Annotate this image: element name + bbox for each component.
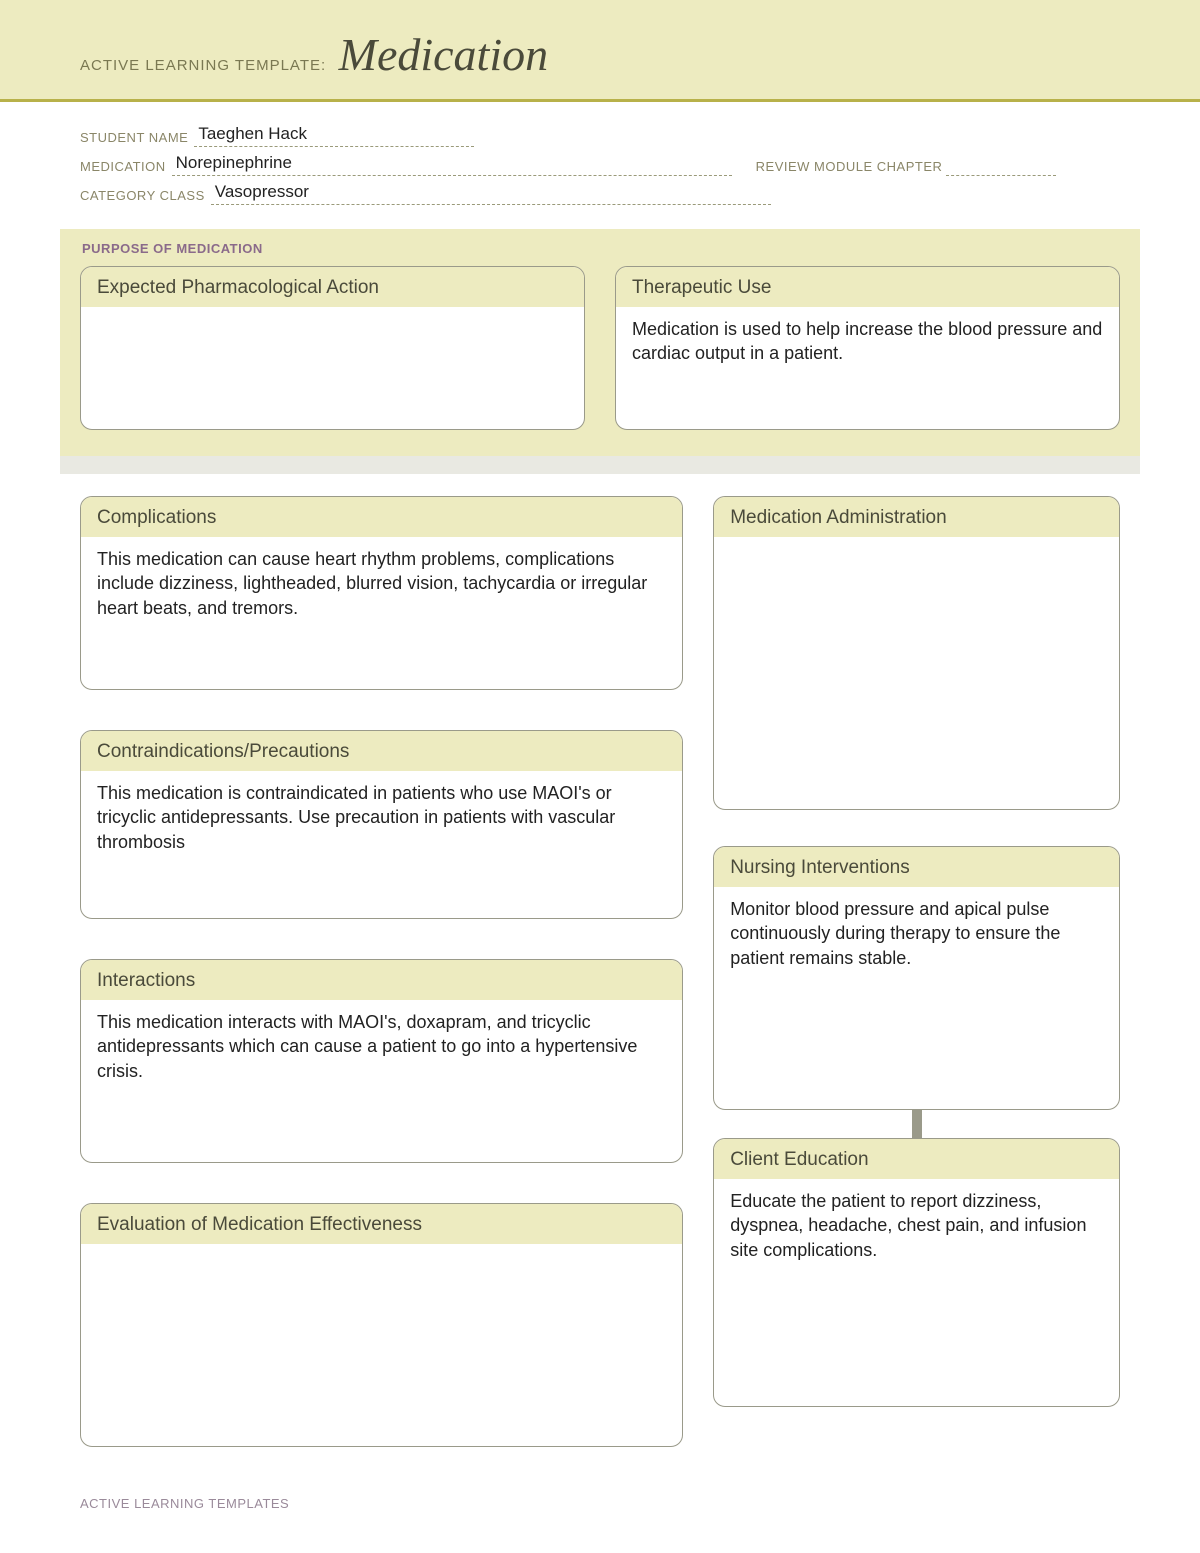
- box-client-education: Client Education Educate the patient to …: [713, 1138, 1120, 1407]
- box-contraindications-title: Contraindications/Precautions: [81, 731, 682, 773]
- main-grid: Complications This medication can cause …: [80, 496, 1120, 1447]
- field-row-medication: MEDICATION Norepinephrine REVIEW MODULE …: [80, 153, 1120, 176]
- box-pharm-action-body[interactable]: [81, 309, 584, 429]
- column-left: Complications This medication can cause …: [80, 496, 683, 1447]
- box-client-education-body[interactable]: Educate the patient to report dizziness,…: [714, 1181, 1119, 1406]
- box-complications-body[interactable]: This medication can cause heart rhythm p…: [81, 539, 682, 689]
- box-pharm-action: Expected Pharmacological Action: [80, 266, 585, 430]
- purpose-row: Expected Pharmacological Action Therapeu…: [80, 266, 1120, 430]
- box-complications-title: Complications: [81, 497, 682, 539]
- student-name-label: STUDENT NAME: [80, 130, 188, 147]
- box-therapeutic-use: Therapeutic Use Medication is used to he…: [615, 266, 1120, 430]
- box-nursing: Nursing Interventions Monitor blood pres…: [713, 846, 1120, 1110]
- footer-text: ACTIVE LEARNING TEMPLATES: [80, 1496, 289, 1511]
- template-label: ACTIVE LEARNING TEMPLATE:: [80, 57, 326, 74]
- box-administration-body[interactable]: [714, 539, 1119, 809]
- review-value[interactable]: [946, 158, 1056, 176]
- purpose-section: PURPOSE OF MEDICATION Expected Pharmacol…: [60, 229, 1140, 456]
- box-nursing-title: Nursing Interventions: [714, 847, 1119, 889]
- page: ACTIVE LEARNING TEMPLATE: Medication STU…: [0, 0, 1200, 1553]
- medication-value[interactable]: Norepinephrine: [172, 153, 732, 176]
- box-interactions: Interactions This medication interacts w…: [80, 959, 683, 1163]
- box-evaluation-title: Evaluation of Medication Effectiveness: [81, 1204, 682, 1246]
- box-administration-title: Medication Administration: [714, 497, 1119, 539]
- medication-label: MEDICATION: [80, 159, 166, 176]
- form-fields: STUDENT NAME Taeghen Hack MEDICATION Nor…: [0, 102, 1200, 221]
- box-nursing-body[interactable]: Monitor blood pressure and apical pulse …: [714, 889, 1119, 1109]
- box-evaluation-body[interactable]: [81, 1246, 682, 1446]
- field-row-student: STUDENT NAME Taeghen Hack: [80, 124, 1120, 147]
- box-pharm-action-title: Expected Pharmacological Action: [81, 267, 584, 309]
- box-client-education-title: Client Education: [714, 1139, 1119, 1181]
- category-value[interactable]: Vasopressor: [211, 182, 771, 205]
- purpose-heading: PURPOSE OF MEDICATION: [80, 241, 1120, 256]
- box-contraindications: Contraindications/Precautions This medic…: [80, 730, 683, 919]
- box-evaluation: Evaluation of Medication Effectiveness: [80, 1203, 683, 1447]
- box-therapeutic-use-body[interactable]: Medication is used to help increase the …: [616, 309, 1119, 429]
- column-right: Medication Administration Nursing Interv…: [713, 496, 1120, 1447]
- header-band: ACTIVE LEARNING TEMPLATE: Medication: [0, 0, 1200, 102]
- field-row-category: CATEGORY CLASS Vasopressor: [80, 182, 1120, 205]
- box-interactions-body[interactable]: This medication interacts with MAOI's, d…: [81, 1002, 682, 1162]
- box-interactions-title: Interactions: [81, 960, 682, 1002]
- template-title: Medication: [339, 28, 549, 81]
- student-name-value[interactable]: Taeghen Hack: [194, 124, 474, 147]
- category-label: CATEGORY CLASS: [80, 188, 205, 205]
- header-inner: ACTIVE LEARNING TEMPLATE: Medication: [0, 28, 1200, 81]
- review-label: REVIEW MODULE CHAPTER: [756, 159, 943, 176]
- connector-line: [912, 1110, 922, 1138]
- box-complications: Complications This medication can cause …: [80, 496, 683, 690]
- box-administration: Medication Administration: [713, 496, 1120, 810]
- box-contraindications-body[interactable]: This medication is contraindicated in pa…: [81, 773, 682, 918]
- spacer: [713, 810, 1120, 846]
- box-therapeutic-use-title: Therapeutic Use: [616, 267, 1119, 309]
